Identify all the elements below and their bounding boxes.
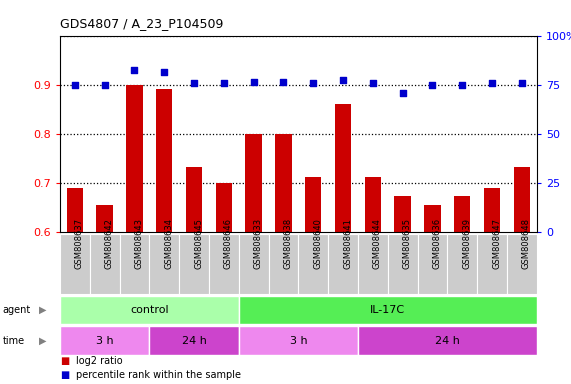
- Bar: [239, 326, 358, 355]
- Bar: [417, 234, 447, 294]
- Bar: [209, 234, 239, 294]
- Text: ■: ■: [60, 370, 69, 380]
- Text: GSM808639: GSM808639: [463, 218, 471, 269]
- Bar: [305, 177, 321, 232]
- Text: 24 h: 24 h: [435, 336, 460, 346]
- Bar: [388, 234, 417, 294]
- Text: time: time: [3, 336, 25, 346]
- Text: 3 h: 3 h: [96, 336, 114, 346]
- Text: ▶: ▶: [39, 305, 46, 315]
- Point: [517, 80, 526, 86]
- Bar: [150, 326, 239, 355]
- Point: [368, 80, 377, 86]
- Point: [309, 80, 318, 86]
- Bar: [358, 326, 537, 355]
- Text: GSM808641: GSM808641: [343, 218, 352, 268]
- Point: [219, 80, 228, 86]
- Bar: [60, 234, 90, 294]
- Point: [130, 67, 139, 73]
- Bar: [216, 184, 232, 232]
- Text: GSM808644: GSM808644: [373, 218, 382, 268]
- Bar: [484, 188, 500, 232]
- Text: GSM808633: GSM808633: [254, 218, 263, 269]
- Bar: [275, 134, 292, 232]
- Point: [339, 76, 348, 83]
- Bar: [335, 104, 351, 232]
- Point: [249, 78, 258, 84]
- Text: IL-17C: IL-17C: [370, 305, 405, 315]
- Text: ▶: ▶: [39, 336, 46, 346]
- Bar: [299, 234, 328, 294]
- Bar: [179, 234, 209, 294]
- Text: GSM808648: GSM808648: [522, 218, 531, 269]
- Bar: [90, 234, 119, 294]
- Point: [160, 69, 169, 75]
- Text: GSM808646: GSM808646: [224, 218, 233, 269]
- Text: GSM808647: GSM808647: [492, 218, 501, 269]
- Bar: [268, 234, 298, 294]
- Point: [428, 83, 437, 89]
- Bar: [126, 86, 143, 232]
- Bar: [454, 195, 471, 232]
- Bar: [447, 234, 477, 294]
- Text: log2 ratio: log2 ratio: [76, 356, 123, 366]
- Point: [488, 80, 497, 86]
- Bar: [507, 234, 537, 294]
- Text: GSM808643: GSM808643: [134, 218, 143, 269]
- Point: [70, 83, 79, 89]
- Bar: [186, 167, 202, 232]
- Bar: [119, 234, 150, 294]
- Text: control: control: [130, 305, 168, 315]
- Bar: [150, 234, 179, 294]
- Text: GSM808645: GSM808645: [194, 218, 203, 268]
- Bar: [96, 205, 113, 232]
- Bar: [246, 134, 262, 232]
- Text: ■: ■: [60, 356, 69, 366]
- Bar: [365, 177, 381, 232]
- Text: GSM808638: GSM808638: [283, 218, 292, 269]
- Bar: [514, 167, 530, 232]
- Point: [398, 90, 407, 96]
- Point: [190, 80, 199, 86]
- Bar: [67, 188, 83, 232]
- Text: GSM808640: GSM808640: [313, 218, 322, 268]
- Bar: [60, 326, 150, 355]
- Bar: [477, 234, 507, 294]
- Bar: [239, 234, 268, 294]
- Text: 3 h: 3 h: [289, 336, 307, 346]
- Text: agent: agent: [3, 305, 31, 315]
- Point: [279, 78, 288, 84]
- Text: GDS4807 / A_23_P104509: GDS4807 / A_23_P104509: [60, 17, 223, 30]
- Bar: [358, 234, 388, 294]
- Bar: [328, 234, 358, 294]
- Text: GSM808634: GSM808634: [164, 218, 173, 269]
- Bar: [395, 195, 411, 232]
- Bar: [156, 89, 172, 232]
- Text: GSM808642: GSM808642: [104, 218, 114, 268]
- Text: 24 h: 24 h: [182, 336, 207, 346]
- Bar: [60, 296, 239, 324]
- Text: GSM808635: GSM808635: [403, 218, 412, 269]
- Point: [458, 83, 467, 89]
- Bar: [239, 296, 537, 324]
- Text: GSM808636: GSM808636: [432, 218, 441, 269]
- Bar: [424, 205, 441, 232]
- Point: [100, 83, 109, 89]
- Text: percentile rank within the sample: percentile rank within the sample: [76, 370, 241, 380]
- Text: GSM808637: GSM808637: [75, 218, 84, 269]
